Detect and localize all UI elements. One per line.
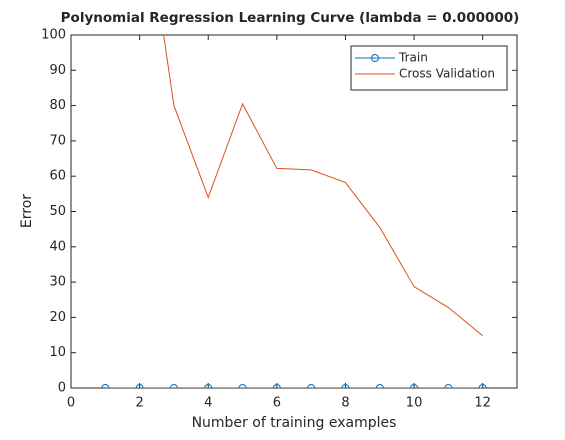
series-marker — [135, 384, 144, 388]
chart-title: Polynomial Regression Learning Curve (la… — [61, 10, 520, 26]
series-marker — [101, 384, 110, 388]
y-tick-label: 10 — [49, 345, 66, 360]
series-marker — [410, 384, 419, 388]
y-axis-label: Error — [19, 194, 35, 228]
legend-label: Cross Validation — [399, 67, 495, 81]
x-tick-label: 8 — [341, 396, 349, 411]
y-tick-label: 30 — [49, 275, 66, 290]
series-marker — [169, 384, 178, 388]
x-tick-label: 0 — [67, 396, 75, 411]
y-tick-label: 60 — [49, 169, 66, 184]
plot-area — [70, 34, 518, 389]
x-tick-label: 6 — [273, 396, 281, 411]
series-marker — [307, 384, 316, 388]
legend-marker — [371, 54, 379, 62]
series-marker — [341, 384, 350, 388]
legend-box — [350, 45, 508, 91]
x-tick-label: 12 — [474, 396, 491, 411]
series-marker — [272, 384, 281, 388]
series-marker — [204, 384, 213, 388]
x-tick-label: 10 — [406, 396, 423, 411]
series-marker — [375, 384, 384, 388]
y-tick-label: 0 — [58, 381, 66, 396]
series-line — [163, 35, 484, 337]
y-tick-label: 40 — [49, 239, 66, 254]
series-marker — [444, 384, 453, 388]
plot-series — [101, 35, 487, 388]
y-tick-label: 80 — [49, 98, 66, 113]
legend-label: Train — [398, 51, 428, 65]
x-axis-label: Number of training examples — [192, 415, 397, 431]
y-tick-label: 20 — [49, 310, 66, 325]
y-tick-label: 100 — [41, 28, 66, 43]
y-tick-label: 50 — [49, 204, 66, 219]
series-marker — [478, 384, 487, 388]
x-tick-label: 4 — [204, 396, 212, 411]
x-tick-label: 2 — [135, 396, 143, 411]
series-marker — [238, 384, 247, 388]
y-tick-label: 70 — [49, 133, 66, 148]
y-tick-label: 90 — [49, 63, 66, 78]
